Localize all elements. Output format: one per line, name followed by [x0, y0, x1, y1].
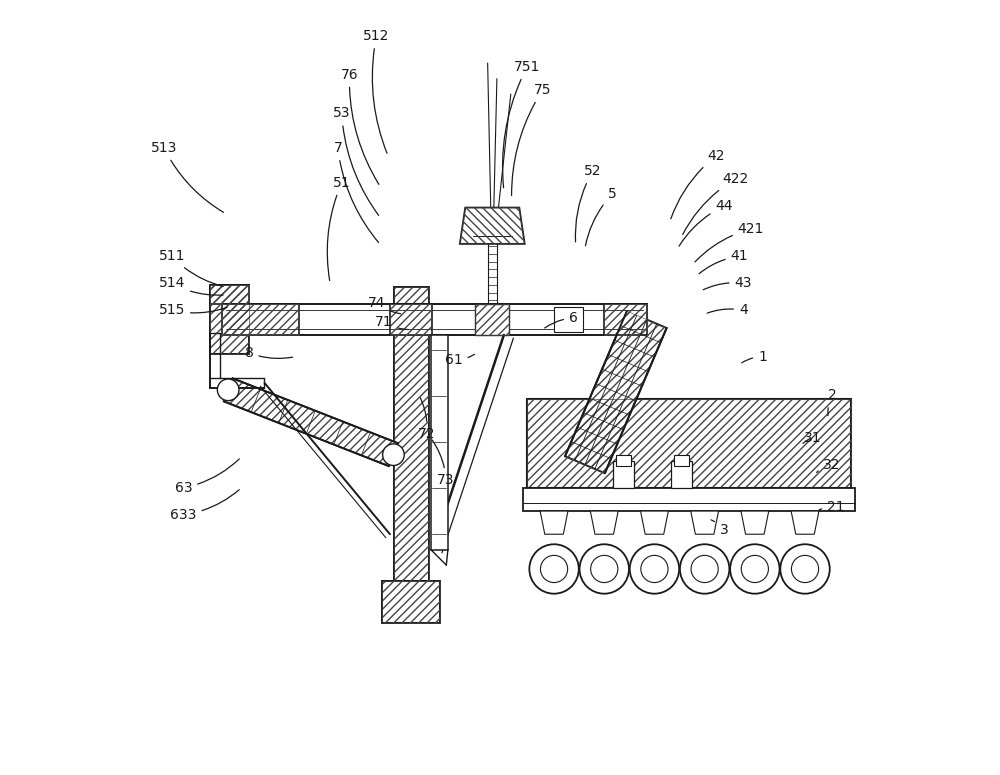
- Text: 74: 74: [368, 295, 401, 314]
- Bar: [671, 461, 692, 488]
- Bar: [222, 304, 299, 335]
- Polygon shape: [590, 511, 618, 534]
- Text: 43: 43: [703, 276, 752, 291]
- Text: 633: 633: [170, 490, 239, 522]
- Bar: [394, 287, 429, 580]
- Bar: [616, 455, 631, 467]
- Bar: [390, 304, 432, 335]
- Bar: [604, 304, 647, 335]
- Bar: [613, 461, 634, 488]
- Text: 6: 6: [545, 311, 578, 328]
- Bar: [382, 580, 440, 623]
- Circle shape: [630, 544, 679, 594]
- Circle shape: [580, 544, 629, 594]
- Polygon shape: [741, 511, 769, 534]
- Bar: [210, 284, 249, 354]
- Text: 512: 512: [363, 29, 390, 153]
- Text: 76: 76: [341, 67, 379, 184]
- Text: 514: 514: [159, 276, 223, 295]
- Circle shape: [691, 556, 718, 583]
- Text: 31: 31: [803, 431, 822, 445]
- Bar: [431, 335, 448, 549]
- Polygon shape: [691, 511, 719, 534]
- Text: 52: 52: [575, 164, 601, 242]
- Bar: [210, 284, 249, 304]
- Bar: [394, 287, 429, 580]
- Text: 75: 75: [512, 83, 551, 195]
- Polygon shape: [540, 511, 568, 534]
- Bar: [674, 455, 689, 467]
- Bar: [382, 580, 440, 623]
- Bar: [222, 304, 647, 335]
- Text: 63: 63: [175, 459, 239, 495]
- Text: 3: 3: [711, 520, 728, 537]
- Bar: [390, 304, 432, 335]
- Bar: [554, 307, 583, 332]
- Polygon shape: [460, 208, 525, 244]
- Circle shape: [780, 544, 830, 594]
- Text: 8: 8: [245, 346, 293, 360]
- Bar: [210, 284, 249, 304]
- Polygon shape: [641, 511, 668, 534]
- Polygon shape: [224, 378, 398, 467]
- Text: 73: 73: [432, 440, 455, 487]
- Text: 422: 422: [683, 172, 749, 234]
- Text: 41: 41: [699, 250, 748, 274]
- Text: 71: 71: [375, 315, 408, 329]
- Circle shape: [641, 556, 668, 583]
- Text: 61: 61: [445, 353, 475, 367]
- Circle shape: [680, 544, 729, 594]
- Circle shape: [791, 556, 819, 583]
- Polygon shape: [565, 311, 667, 474]
- Bar: [527, 399, 851, 488]
- Circle shape: [540, 556, 568, 583]
- Circle shape: [217, 379, 239, 401]
- Text: 32: 32: [817, 458, 841, 473]
- Bar: [527, 399, 851, 488]
- Text: 72: 72: [418, 398, 435, 441]
- Text: 7: 7: [333, 141, 379, 243]
- Bar: [475, 304, 509, 335]
- Circle shape: [730, 544, 780, 594]
- Text: 51: 51: [327, 176, 351, 281]
- Text: 21: 21: [819, 500, 845, 514]
- Text: 511: 511: [159, 250, 223, 287]
- Text: 4: 4: [707, 303, 748, 317]
- Circle shape: [383, 444, 404, 466]
- Circle shape: [741, 556, 768, 583]
- Bar: [604, 304, 647, 335]
- Bar: [523, 488, 855, 511]
- Bar: [210, 284, 249, 354]
- Text: 513: 513: [151, 141, 223, 212]
- Circle shape: [591, 556, 618, 583]
- Text: 515: 515: [159, 303, 227, 317]
- Text: 421: 421: [695, 222, 764, 262]
- Text: 1: 1: [742, 350, 767, 363]
- Text: 2: 2: [828, 388, 836, 415]
- Bar: [222, 304, 299, 335]
- Text: 42: 42: [671, 149, 725, 219]
- Text: 44: 44: [679, 199, 733, 246]
- Text: 751: 751: [503, 60, 540, 188]
- Bar: [475, 304, 509, 335]
- Polygon shape: [791, 511, 819, 534]
- Circle shape: [529, 544, 579, 594]
- Text: 53: 53: [333, 106, 379, 215]
- Text: 5: 5: [585, 188, 616, 246]
